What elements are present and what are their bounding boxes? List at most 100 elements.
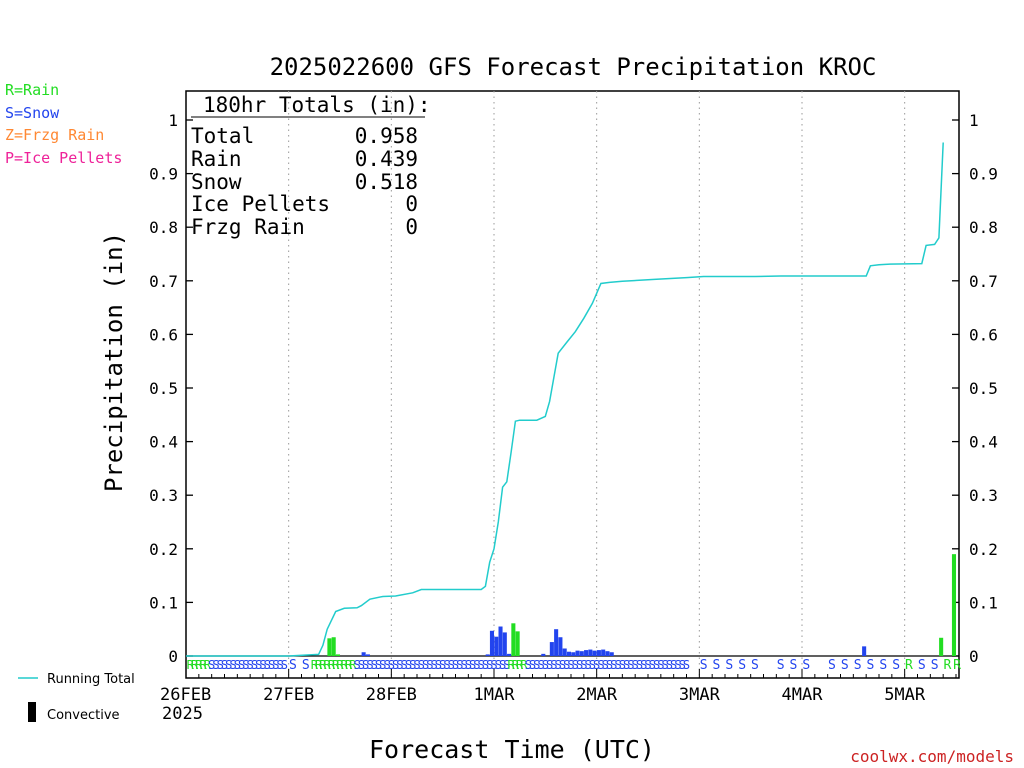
ptype-mark-snow: S: [503, 658, 510, 672]
ptype-mark-snow: S: [619, 658, 626, 672]
y-axis-label: Precipitation (in): [100, 232, 128, 492]
ptype-mark-rain: R: [345, 658, 353, 672]
ptype-mark-snow: S: [597, 658, 604, 672]
totals-value-ice-pellets: 0: [405, 192, 418, 216]
ptype-mark-snow: S: [353, 658, 360, 672]
ptype-mark-snow: S: [931, 658, 939, 673]
precip-bar-rain: [939, 637, 944, 656]
ptype-mark-rain: R: [953, 658, 961, 673]
y-tick-label-left: 0.9: [149, 165, 178, 184]
ptype-mark-rain: R: [349, 658, 357, 672]
ptype-mark-snow: S: [580, 658, 587, 672]
y-axes: 0 00.1 0.10.2 0.20.3 0.30.4 0.40.5 0.50.6 0.60.…: [149, 111, 998, 666]
ptype-mark-snow: S: [670, 658, 677, 672]
ptype-mark-snow: S: [589, 658, 596, 672]
ptype-mark-rain: R: [336, 658, 344, 672]
ptype-mark-snow: S: [418, 658, 425, 672]
ptype-mark-rain: R: [315, 658, 323, 672]
ptype-mark-snow: S: [469, 658, 476, 672]
precip-bar-snow: [575, 650, 580, 656]
ptype-mark-snow: S: [212, 658, 219, 672]
ptype-mark-snow: S: [401, 658, 408, 672]
ptype-mark-snow: S: [435, 658, 442, 672]
legend-snow: S=Snow: [5, 104, 60, 122]
ptype-mark-snow: S: [358, 658, 365, 672]
precip-bar-snow: [584, 650, 589, 656]
ptype-mark-snow: S: [289, 658, 297, 673]
ptype-mark-snow: S: [802, 658, 810, 673]
ptype-mark-snow: S: [529, 658, 536, 672]
y-tick-label-left: 0.5: [149, 379, 178, 398]
ptype-mark-snow: S: [482, 658, 489, 672]
precip-bar-snow: [554, 629, 559, 656]
ptype-mark-snow: S: [221, 658, 228, 672]
y-tick-label-left: 0.8: [149, 218, 178, 237]
ptype-mark-snow: S: [272, 658, 279, 672]
ptype-mark-rain: R: [187, 658, 195, 672]
y-tick-label-right: 0.8: [969, 218, 998, 237]
precip-bar-snow: [592, 650, 597, 656]
precip-bar-snow: [579, 651, 584, 656]
ptype-mark-rain: R: [905, 658, 913, 673]
totals-box: 180hr Totals (in): Total 0.958 Rain 0.43…: [191, 93, 431, 239]
y-tick-label-right: 0.6: [969, 325, 998, 344]
ptype-mark-snow: S: [362, 658, 369, 672]
ptype-mark-snow: S: [208, 658, 215, 672]
ptype-mark-snow: S: [751, 658, 759, 673]
ptype-mark-snow: S: [738, 658, 746, 673]
x-tick-label: 5MAR: [884, 685, 926, 705]
precip-bar-rain: [331, 637, 336, 656]
precip-bar-snow: [558, 637, 563, 656]
ptype-mark-snow: S: [542, 658, 549, 672]
y-tick-label-right: 0.7: [969, 272, 998, 291]
totals-value-frzg-rain: 0: [405, 215, 418, 239]
totals-header: 180hr Totals (in):: [203, 93, 431, 117]
ptype-mark-snow: S: [405, 658, 412, 672]
totals-label-total: Total: [191, 124, 254, 148]
precip-bar-snow: [365, 654, 370, 656]
ptype-mark-snow: S: [217, 658, 224, 672]
ptype-mark-snow: S: [555, 658, 562, 672]
x-tick-label: 4MAR: [782, 685, 824, 705]
ptype-mark-snow: S: [392, 658, 399, 672]
totals-value-snow: 0.518: [355, 170, 418, 194]
ptype-mark-rain: R: [520, 658, 528, 672]
ptype-mark-snow: S: [657, 658, 664, 672]
ptype-mark-snow: S: [572, 658, 579, 672]
x-axis-label: Forecast Time (UTC): [369, 735, 655, 764]
precip-bar-snow: [605, 651, 610, 656]
ptype-mark-snow: S: [666, 658, 673, 672]
precip-bar-snow: [485, 654, 490, 656]
chart-title: 2025022600 GFS Forecast Precipitation KR…: [270, 53, 877, 81]
ptype-mark-snow: S: [478, 658, 485, 672]
ptype-mark-snow: S: [473, 658, 480, 672]
ptype-mark-snow: S: [379, 658, 386, 672]
precip-bar-snow: [502, 632, 507, 656]
y-tick-label-left: 0: [168, 647, 178, 666]
ptype-mark-snow: S: [242, 658, 249, 672]
ptype-mark-snow: S: [448, 658, 455, 672]
ptype-mark-snow: S: [892, 658, 900, 673]
y-tick-label-left: 0.6: [149, 325, 178, 344]
ptype-mark-snow: S: [383, 658, 390, 672]
watermark: coolwx.com/models: [850, 747, 1014, 766]
ptype-mark-snow: S: [563, 658, 570, 672]
y-tick-label-left: 0.3: [149, 486, 178, 505]
running-total-line: [186, 142, 944, 657]
ptype-mark-snow: S: [430, 658, 437, 672]
ptype-mark-rain: R: [324, 658, 332, 672]
ptype-mark-snow: S: [456, 658, 463, 672]
precip-bar-snow: [549, 642, 554, 656]
ptype-mark-snow: S: [661, 658, 668, 672]
running-total-label: Running Total: [47, 672, 135, 687]
ptype-mark-snow: S: [426, 658, 433, 672]
ptype-mark-rain: R: [507, 658, 515, 672]
ptype-mark-snow: S: [465, 658, 472, 672]
ptype-mark-snow: S: [225, 658, 232, 672]
precip-bar-snow: [494, 636, 499, 656]
y-tick-label-left: 0.2: [149, 540, 178, 559]
y-tick-label-right: 0.4: [969, 433, 998, 452]
ptype-mark-snow: S: [490, 658, 497, 672]
ptype-mark-snow: S: [264, 658, 271, 672]
ptype-mark-snow: S: [396, 658, 403, 672]
